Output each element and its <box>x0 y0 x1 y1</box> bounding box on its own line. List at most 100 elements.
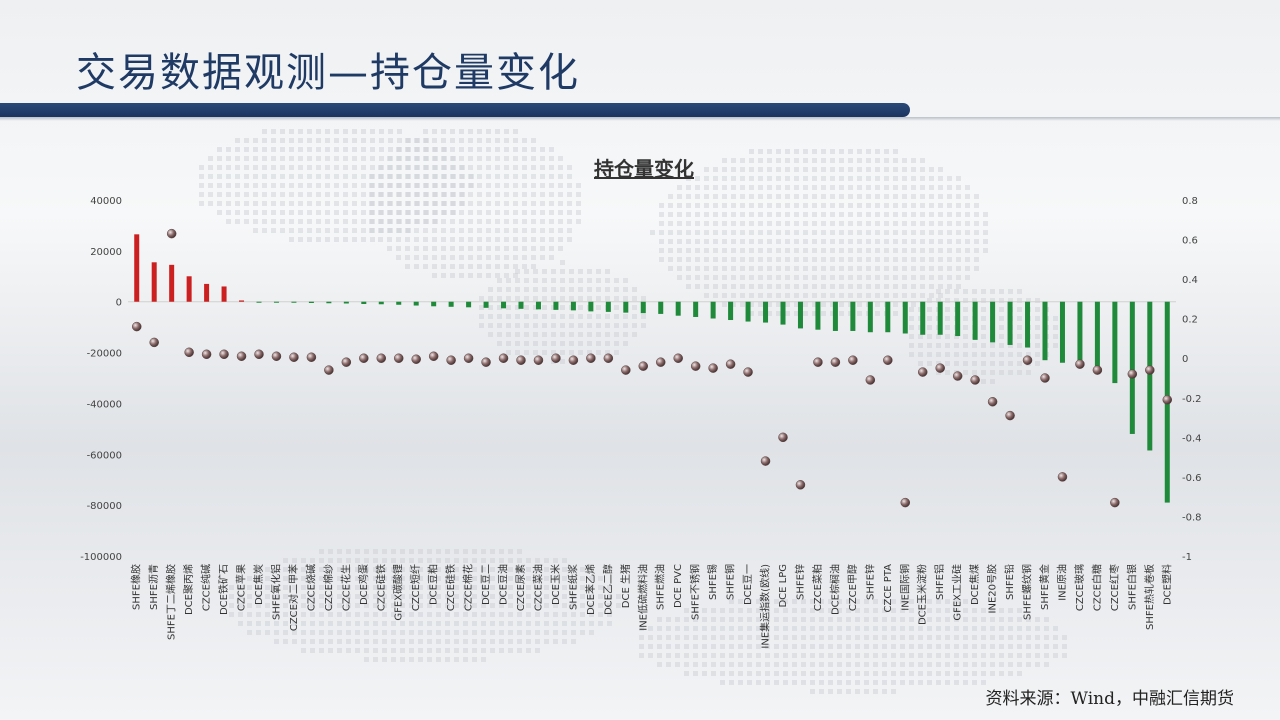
map-dot <box>307 156 312 161</box>
map-dot <box>596 314 601 319</box>
map-dot <box>423 246 428 251</box>
map-dot <box>659 257 664 262</box>
map-dot <box>361 174 366 179</box>
map-dot <box>713 221 718 226</box>
map-dot <box>387 156 392 161</box>
map-dot <box>364 558 369 563</box>
map-dot <box>517 576 522 581</box>
map-dot <box>947 221 952 226</box>
marker-point <box>463 353 474 363</box>
map-dot <box>382 567 387 572</box>
map-dot <box>837 626 842 631</box>
map-dot <box>244 156 249 161</box>
map-dot <box>713 167 718 172</box>
map-dot <box>909 343 914 348</box>
map-dot <box>229 585 234 590</box>
map-dot <box>370 201 375 206</box>
map-dot <box>328 630 333 635</box>
map-dot <box>1035 653 1040 658</box>
marker-point <box>586 353 596 363</box>
map-dot <box>668 212 673 217</box>
map-dot <box>513 138 518 143</box>
map-dot <box>972 644 977 649</box>
map-dot <box>307 147 312 152</box>
map-dot <box>677 194 682 199</box>
map-dot <box>445 585 450 590</box>
marker-point <box>498 353 509 363</box>
map-dot <box>506 332 511 337</box>
map-dot <box>767 212 772 217</box>
map-dot <box>659 230 664 235</box>
map-dot <box>587 296 592 301</box>
map-dot <box>794 275 799 280</box>
map-dot <box>576 210 581 215</box>
map-dot <box>893 248 898 253</box>
map-dot <box>391 648 396 653</box>
map-dot <box>812 185 817 190</box>
map-dot <box>893 293 898 298</box>
map-dot <box>524 341 529 346</box>
map-dot <box>684 635 689 640</box>
map-dot <box>945 325 950 330</box>
map-dot <box>983 230 988 235</box>
map-dot <box>684 671 689 676</box>
map-dot <box>774 671 779 676</box>
map-dot <box>469 183 474 188</box>
map-dot <box>909 617 914 622</box>
map-dot <box>990 352 995 357</box>
map-dot <box>828 608 833 613</box>
map-dot <box>316 174 321 179</box>
map-dot <box>990 608 995 613</box>
map-dot <box>945 608 950 613</box>
map-dot <box>405 237 410 242</box>
map-dot <box>481 639 486 644</box>
map-dot <box>1053 653 1058 658</box>
marker-point <box>1040 373 1050 383</box>
map-dot <box>920 203 925 208</box>
map-dot <box>558 183 563 188</box>
map-dot <box>819 644 824 649</box>
map-dot <box>711 626 716 631</box>
map-dot <box>325 201 330 206</box>
map-dot <box>702 635 707 640</box>
map-dot <box>884 284 889 289</box>
map-dot <box>972 617 977 622</box>
map-dot <box>580 576 585 581</box>
map-dot <box>954 635 959 640</box>
map-dot <box>459 147 464 152</box>
map-dot <box>397 201 402 206</box>
map-dot <box>517 621 522 626</box>
map-dot <box>776 311 781 316</box>
map-dot <box>846 662 851 667</box>
map-dot <box>722 293 727 298</box>
map-dot <box>607 603 612 608</box>
map-dot <box>819 689 824 694</box>
map-dot <box>468 147 473 152</box>
map-dot <box>873 662 878 667</box>
map-dot <box>544 576 549 581</box>
map-dot <box>848 293 853 298</box>
map-dot <box>454 558 459 563</box>
map-dot <box>776 266 781 271</box>
map-dot <box>328 558 333 563</box>
map-dot <box>414 165 419 170</box>
map-dot <box>999 361 1004 366</box>
map-dot <box>965 185 970 190</box>
map-dot <box>1017 653 1022 658</box>
map-dot <box>713 257 718 262</box>
map-dot <box>549 210 554 215</box>
map-dot <box>524 350 529 355</box>
map-dot <box>758 149 763 154</box>
marker-point <box>638 361 649 371</box>
map-dot <box>343 210 348 215</box>
map-dot <box>963 599 968 604</box>
map-dot <box>540 174 545 179</box>
map-dot <box>364 567 369 572</box>
x-tick-label: DCE棕榈油 <box>828 564 841 615</box>
map-dot <box>442 174 447 179</box>
map-dot <box>387 246 392 251</box>
map-dot <box>406 147 411 152</box>
map-dot <box>477 228 482 233</box>
map-dot <box>535 603 540 608</box>
